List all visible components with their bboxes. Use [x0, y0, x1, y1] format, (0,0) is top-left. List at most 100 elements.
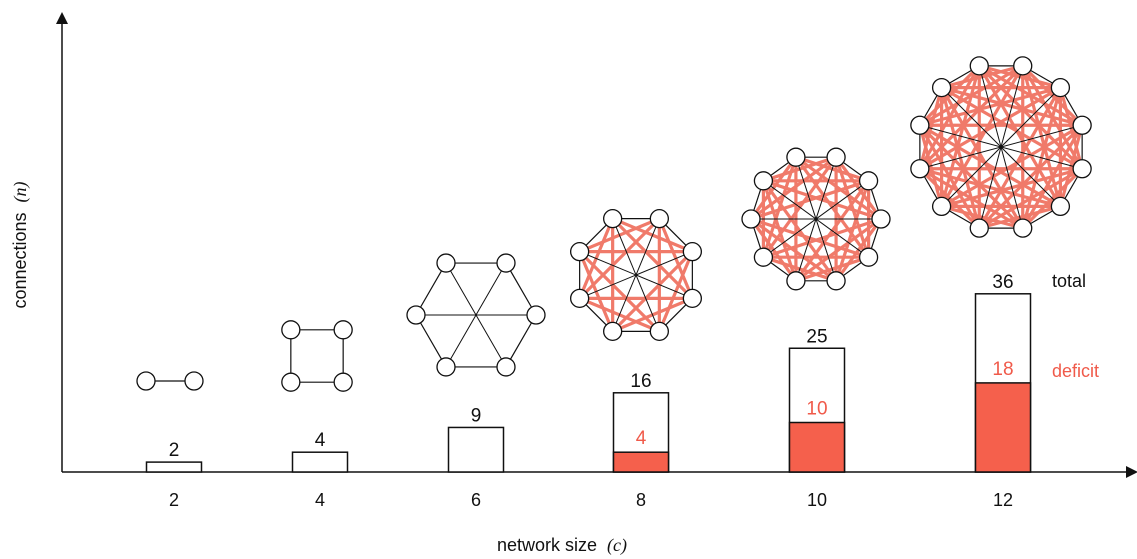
network-node	[496, 357, 516, 377]
bars-group: 2 2 4 4 9 6 4 16 8 10 25 10 18 36 12	[145, 272, 1032, 510]
network-node	[1050, 77, 1071, 98]
network-node	[136, 371, 156, 391]
bar-deficit-10	[788, 421, 846, 473]
network-node	[753, 247, 774, 267]
network-edge-red	[761, 179, 798, 283]
network-icon-4	[281, 320, 353, 392]
network-icon-8	[569, 208, 703, 342]
network-node	[436, 357, 456, 377]
network-edge	[445, 262, 507, 368]
x-axis-variable: (c)	[607, 535, 627, 556]
legend-deficit: deficit	[1052, 361, 1099, 381]
network-edge-red	[918, 86, 1062, 171]
network-node	[1072, 159, 1092, 179]
network-node	[826, 271, 846, 291]
network-node	[333, 320, 353, 340]
network-edge-red	[940, 64, 1025, 208]
x-tick-8: 8	[636, 490, 646, 510]
network-node	[496, 253, 516, 273]
label-total-4: 4	[315, 430, 326, 451]
network-edge-red	[578, 217, 661, 300]
network-node	[603, 208, 623, 229]
network-edge-red	[749, 155, 838, 221]
network-edge-red	[940, 86, 1084, 171]
x-tick-12: 12	[993, 490, 1013, 510]
network-edge-red	[918, 123, 1062, 208]
network-edge-red	[761, 155, 798, 259]
network-node	[786, 147, 806, 167]
x-axis-title: network size (c)	[497, 535, 627, 556]
label-total-12: 36	[992, 272, 1013, 293]
label-total-10: 25	[806, 326, 827, 347]
network-node	[281, 320, 301, 340]
x-tick-10: 10	[807, 490, 827, 510]
network-node	[969, 218, 989, 238]
network-node	[569, 242, 590, 262]
label-deficit-8: 4	[636, 428, 647, 449]
network-edge-red	[918, 64, 981, 171]
network-node	[281, 372, 301, 392]
network-node	[741, 209, 761, 229]
network-edge	[415, 314, 447, 368]
x-tick-2: 2	[169, 490, 179, 510]
network-node	[969, 56, 989, 76]
label-total-6: 9	[471, 405, 482, 426]
bar-total-4	[291, 451, 349, 473]
network-node	[826, 147, 846, 167]
network-node	[753, 171, 774, 191]
label-deficit-12: 18	[992, 359, 1013, 380]
network-edge	[795, 157, 837, 281]
network-node	[931, 77, 952, 98]
x-tick-6: 6	[471, 490, 481, 510]
network-icon-6	[406, 253, 546, 377]
x-tick-4: 4	[315, 490, 325, 510]
network-node	[569, 288, 590, 308]
network-edge-red	[940, 86, 1025, 230]
network-node	[333, 372, 353, 392]
network-node	[858, 247, 879, 267]
network-edge-red	[977, 64, 1062, 208]
network-edge-red	[940, 123, 1084, 208]
legend-total: total	[1052, 271, 1086, 291]
network-node	[406, 305, 426, 325]
network-node	[1072, 115, 1092, 135]
network-node	[931, 196, 952, 217]
network-node	[649, 321, 669, 342]
network-node	[858, 171, 879, 191]
network-node	[436, 253, 456, 273]
network-edge-red	[794, 155, 883, 221]
bar-deficit-8	[612, 451, 670, 473]
y-axis-label: connections	[10, 212, 30, 308]
network-node	[603, 321, 623, 342]
network-icon-2	[136, 371, 204, 391]
network-edge-red	[977, 64, 1084, 127]
network-edge	[612, 218, 660, 332]
network-edge-red	[749, 217, 838, 283]
bar-deficit-12	[974, 382, 1032, 473]
network-node	[1013, 56, 1033, 76]
network-edge	[415, 262, 447, 316]
network-icons-group	[136, 56, 1092, 392]
network-edge-red	[977, 86, 1062, 230]
network-edge	[505, 262, 537, 316]
label-deficit-10: 10	[806, 399, 827, 420]
label-total-2: 2	[169, 440, 180, 461]
network-node	[1050, 196, 1071, 217]
bar-total-2	[145, 461, 203, 473]
network-node	[910, 115, 930, 135]
network-node	[1013, 218, 1033, 238]
x-axis-label: network size	[497, 535, 597, 555]
network-edge-red	[611, 217, 694, 300]
network-node	[526, 305, 546, 325]
network-node	[184, 371, 204, 391]
network-node	[786, 271, 806, 291]
network-node	[649, 208, 669, 229]
y-axis-variable: (n)	[10, 181, 31, 202]
label-total-8: 16	[630, 371, 651, 392]
network-edge	[978, 65, 1024, 229]
network-edge-red	[578, 250, 661, 333]
network-node	[682, 242, 703, 262]
network-node	[910, 159, 930, 179]
network-icon-10	[741, 147, 891, 291]
